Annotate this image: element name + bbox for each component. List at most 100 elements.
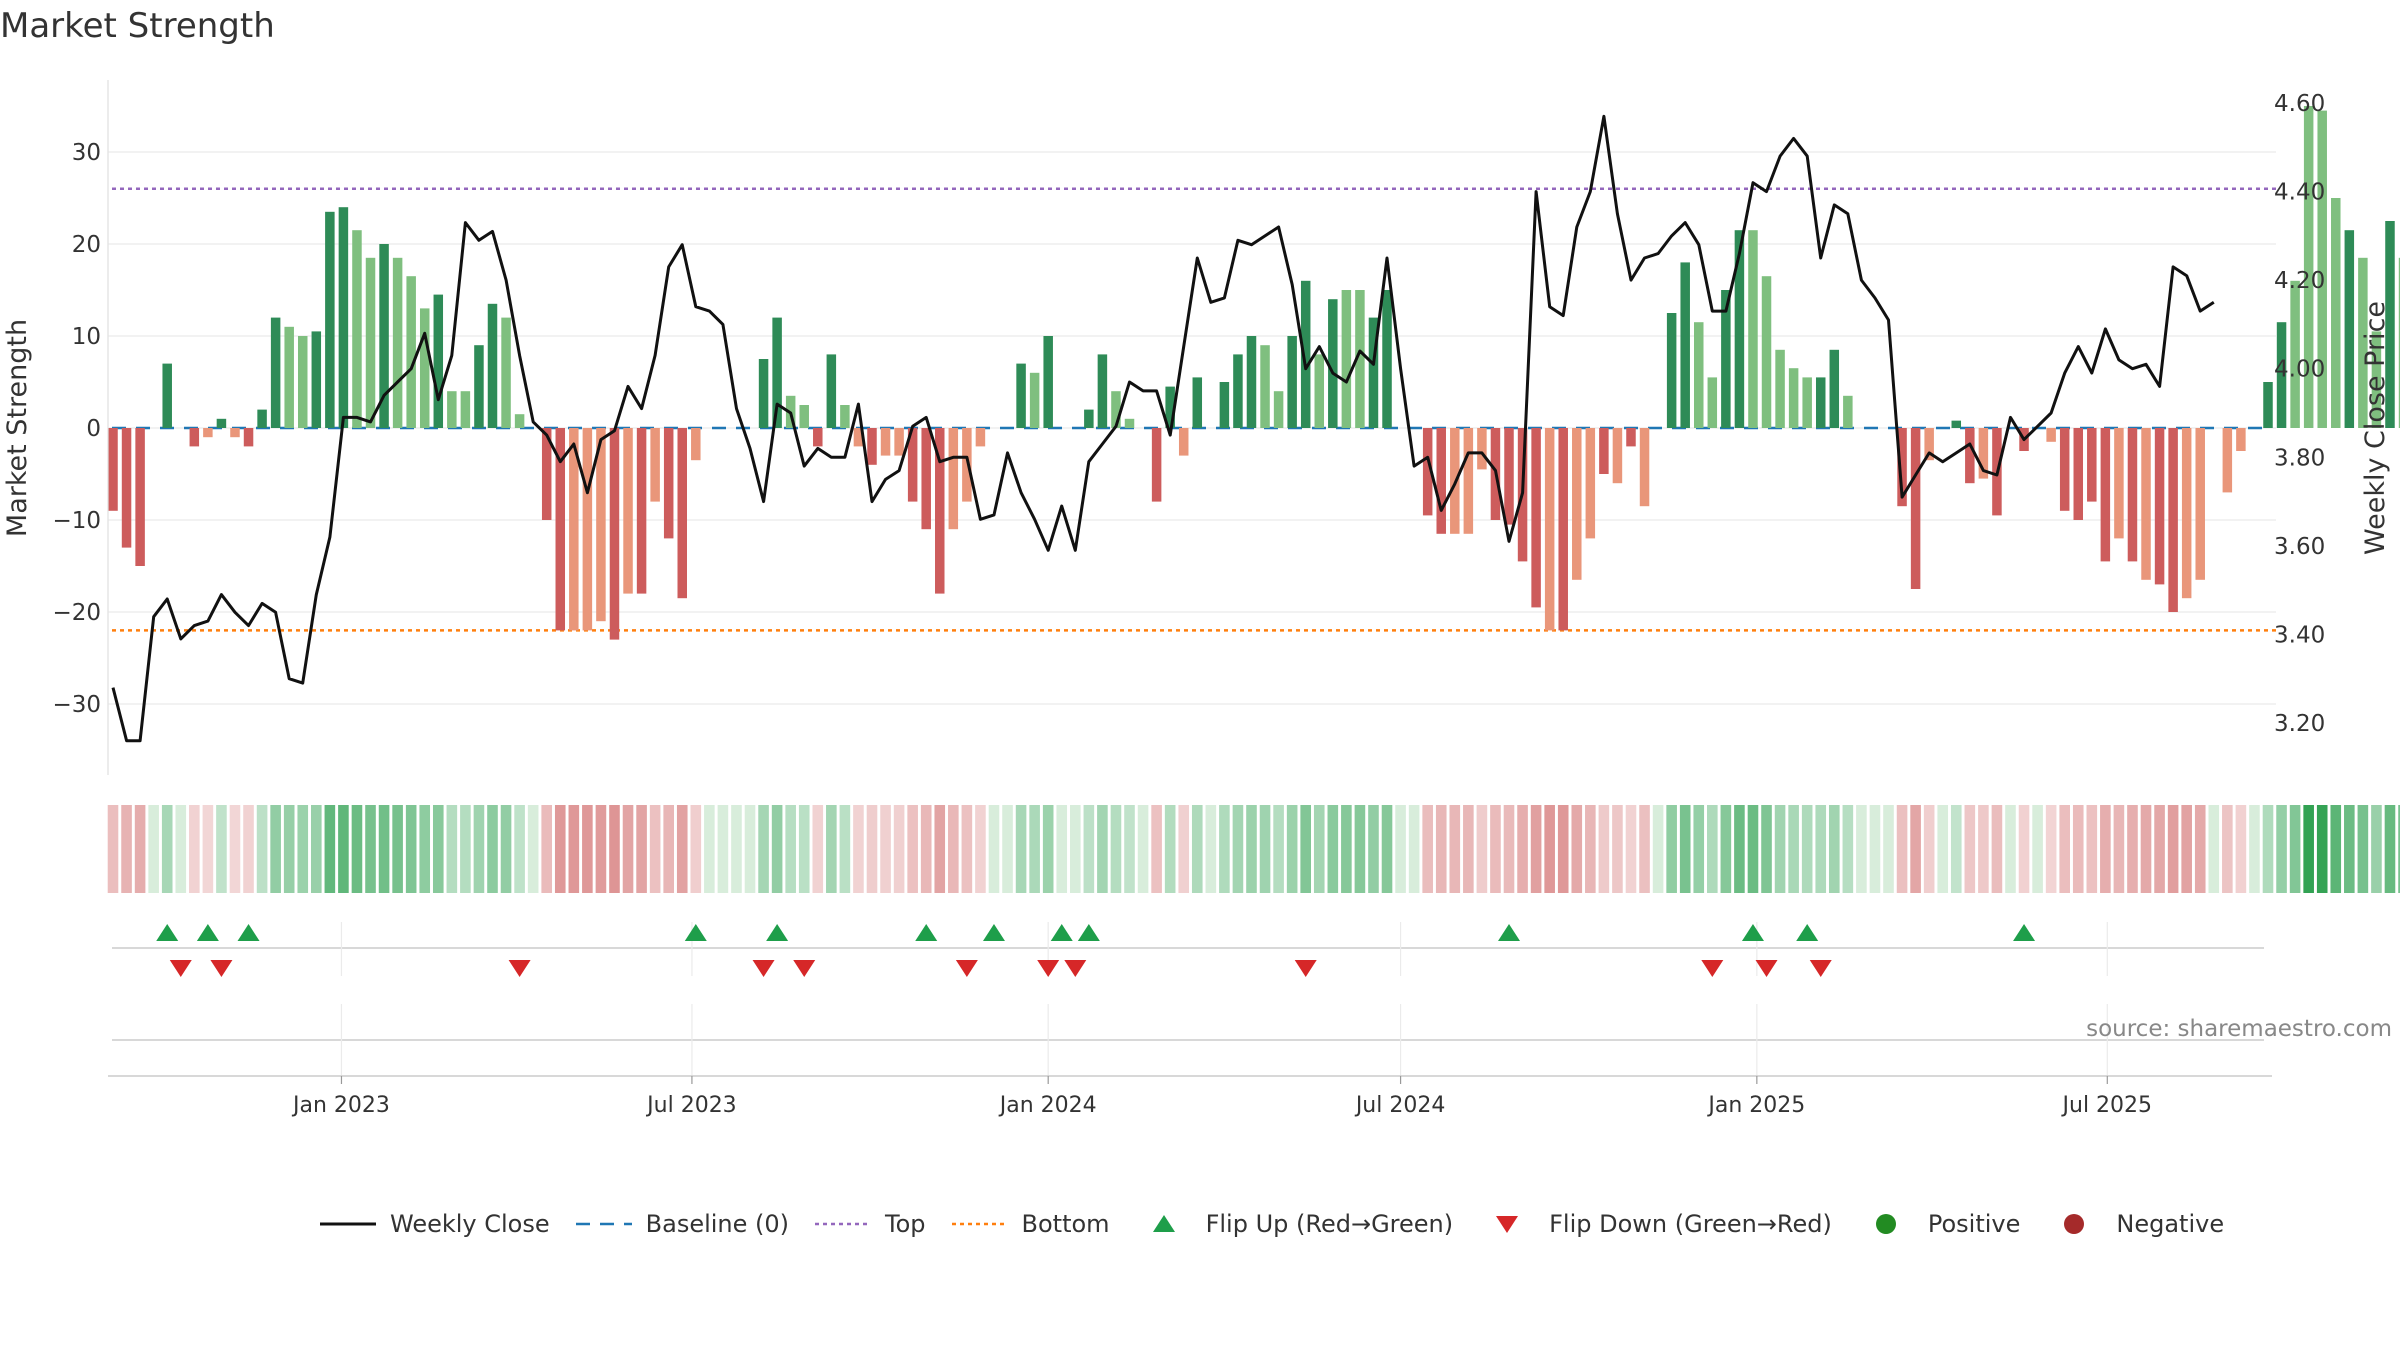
strength-bar: [162, 363, 172, 428]
heatmap-cell: [649, 805, 661, 893]
heatmap-cell: [1883, 805, 1894, 893]
strength-bar: [2358, 257, 2368, 428]
heatmap-cell: [1707, 805, 1718, 893]
strength-bar: [2290, 280, 2300, 428]
heatmap-cell: [1544, 805, 1555, 893]
heatmap-cell: [2398, 805, 2400, 893]
heatmap-cell: [582, 805, 593, 893]
flip-down-marker: [752, 960, 775, 977]
strength-bar: [636, 428, 647, 594]
heatmap-cell: [2140, 805, 2152, 893]
heatmap-cell: [1679, 805, 1691, 893]
strength-bar: [257, 409, 267, 428]
strength-bar: [1368, 317, 1379, 428]
strength-bar: [1273, 391, 1284, 428]
heatmap-cell: [1625, 805, 1637, 893]
heatmap-cell: [853, 805, 864, 893]
legend-label: Negative: [2116, 1210, 2225, 1238]
flip-up-marker: [982, 924, 1005, 941]
heatmap-cell: [2276, 805, 2287, 893]
strength-bar: [352, 230, 362, 428]
strength-bar: [1775, 349, 1785, 428]
heatmap-cell: [2154, 805, 2165, 893]
heatmap-cell: [216, 805, 227, 893]
heatmap-cell: [1205, 805, 1217, 893]
heatmap-cell: [338, 805, 349, 893]
heatmap-cell: [1774, 805, 1786, 893]
y2-tick-label: 4.40: [2274, 180, 2325, 206]
strength-bar: [867, 428, 877, 465]
strength-bar: [1165, 386, 1175, 428]
strength-bar: [1585, 428, 1596, 539]
flip-markers-panel: [112, 922, 2264, 1076]
strength-bar: [650, 428, 660, 502]
chart-legend: Weekly Close Baseline (0) Top Bottom Flip Up…: [318, 1210, 2248, 1238]
legend-label: Weekly Close: [390, 1210, 550, 1238]
strength-bar: [2073, 428, 2084, 520]
x-tick-label: Jan 2023: [291, 1093, 390, 1118]
heatmap-cell: [121, 805, 132, 893]
strength-bar: [853, 428, 864, 447]
heatmap-cell: [1191, 805, 1203, 893]
heatmap-cell: [1801, 805, 1813, 893]
heatmap-cell: [107, 805, 119, 893]
heatmap-cell: [1435, 805, 1447, 893]
strength-bar: [2195, 428, 2205, 580]
heatmap-cell: [229, 805, 241, 893]
legend-swatch: [815, 1222, 872, 1226]
flip-down-marker: [1809, 960, 1832, 977]
heatmap-cell: [1097, 805, 1108, 893]
strength-bar: [799, 405, 809, 428]
strength-bar: [1124, 418, 1135, 428]
heatmap-cell: [2059, 805, 2070, 893]
strength-bar: [1178, 428, 1189, 456]
heatmap-cell: [1178, 805, 1190, 893]
heatmap-cell: [1571, 805, 1583, 893]
strength-bar: [1043, 336, 1053, 428]
heatmap-cell: [2032, 805, 2043, 893]
heatmap-cell: [473, 805, 485, 893]
strength-bar: [2317, 110, 2327, 428]
heatmap-cell: [460, 805, 471, 893]
heatmap-cell: [1151, 805, 1162, 893]
heatmap-cell: [324, 805, 336, 893]
strength-bar: [1924, 428, 1934, 461]
strength-bar: [1965, 428, 1975, 484]
strength-bar: [1382, 290, 1392, 428]
strength-bar: [677, 428, 687, 599]
heatmap-cell: [826, 805, 837, 893]
legend-label: Flip Up (Red→Green): [1205, 1210, 1454, 1238]
strength-bar: [826, 354, 837, 428]
strength-bar: [962, 428, 972, 502]
heatmap-cell: [2357, 805, 2369, 893]
heatmap-cell: [690, 805, 702, 893]
strength-bar: [460, 391, 471, 428]
flip-up-marker: [156, 924, 179, 941]
strength-bar: [1978, 428, 1989, 479]
strength-bar: [1748, 230, 1758, 428]
strength-bar: [1951, 420, 1962, 428]
heatmap-cell: [1747, 805, 1759, 893]
y-tick-label: 0: [86, 416, 101, 442]
heatmap-cell: [1056, 805, 1068, 893]
strength-bar: [1694, 322, 1704, 428]
heatmap-cell: [636, 805, 647, 893]
strength-bar: [2344, 230, 2355, 428]
strength-bar: [230, 428, 240, 438]
strength-bar: [2168, 428, 2178, 612]
strength-bar: [189, 428, 200, 447]
heatmap-cell: [283, 805, 295, 893]
y2-tick-label: 3.60: [2274, 534, 2325, 560]
strength-bar: [691, 428, 701, 461]
strength-bar: [907, 428, 918, 502]
legend-item: Negative: [2044, 1210, 2224, 1238]
heatmap-cell: [554, 805, 566, 893]
heatmap-cell: [2194, 805, 2206, 893]
strength-bar: [1341, 290, 1352, 428]
strength-bar: [555, 428, 566, 631]
strength-bar: [2236, 428, 2246, 451]
legend-swatch-dot: [1875, 1214, 1896, 1234]
strength-bar: [1300, 280, 1311, 428]
y-tick-label: 20: [72, 232, 101, 258]
heatmap-cell: [514, 805, 525, 893]
